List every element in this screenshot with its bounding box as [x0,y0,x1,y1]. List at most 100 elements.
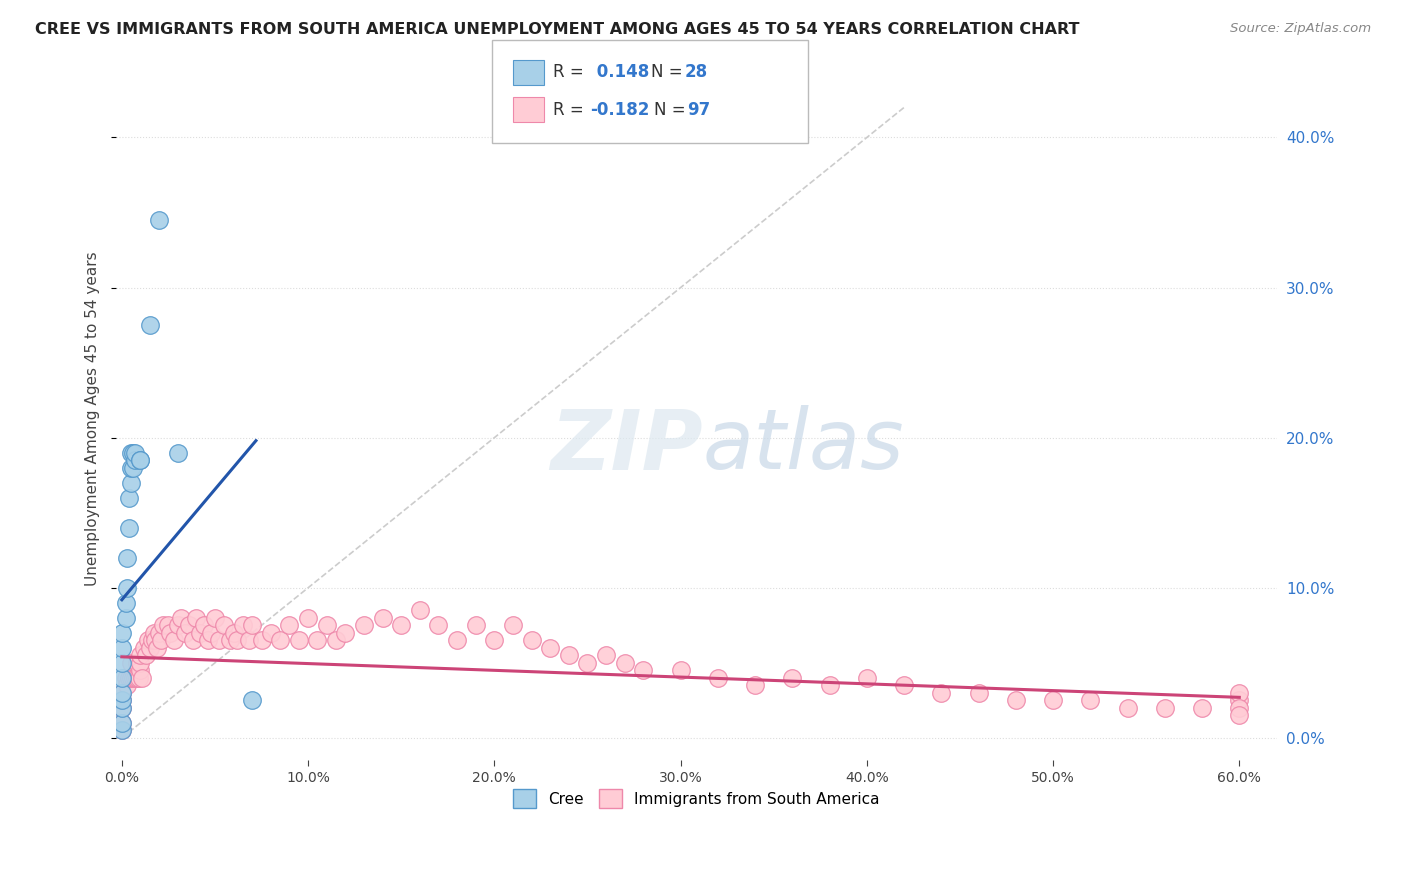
Point [118,521,141,535]
Point [129,663,152,677]
Point [136,633,159,648]
Point [1227,693,1250,707]
Point [129,648,152,663]
Point [1227,701,1250,715]
Legend: Cree, Immigrants from South America: Cree, Immigrants from South America [508,783,886,814]
Point [238,633,260,648]
Point [208,633,231,648]
Point [129,453,152,467]
Point [464,618,486,632]
Point [152,618,174,632]
Point [117,550,139,565]
Point [240,618,263,632]
Point [200,625,222,640]
Point [111,715,134,730]
Point [139,318,162,332]
Text: N =: N = [654,101,690,119]
Point [371,611,394,625]
Point [149,633,172,648]
Point [260,625,283,640]
Point [613,656,636,670]
Point [166,445,188,459]
Point [125,671,148,685]
Point [181,633,204,648]
Point [193,618,215,632]
Point [856,671,879,685]
Point [1116,701,1139,715]
Point [818,678,841,692]
Point [707,671,730,685]
Point [1227,686,1250,700]
Point [114,671,136,685]
Point [117,581,139,595]
Text: 97: 97 [688,101,711,119]
Point [307,633,329,648]
Point [278,618,301,632]
Point [128,671,150,685]
Point [409,603,432,617]
Point [1004,693,1026,707]
Point [250,633,273,648]
Point [1153,701,1175,715]
Point [111,671,134,685]
Point [389,618,412,632]
Point [120,460,142,475]
Point [120,475,142,490]
Point [157,618,180,632]
Text: N =: N = [651,63,688,81]
Point [125,656,148,670]
Point [129,453,152,467]
Y-axis label: Unemployment Among Ages 45 to 54 years: Unemployment Among Ages 45 to 54 years [86,252,100,586]
Point [114,611,136,625]
Point [159,625,181,640]
Point [111,686,134,700]
Point [174,625,197,640]
Point [188,625,211,640]
Text: CREE VS IMMIGRANTS FROM SOUTH AMERICA UNEMPLOYMENT AMONG AGES 45 TO 54 YEARS COR: CREE VS IMMIGRANTS FROM SOUTH AMERICA UN… [35,22,1080,37]
Point [111,656,134,670]
Point [446,633,468,648]
Point [135,648,157,663]
Point [122,445,145,459]
Point [520,633,543,648]
Point [269,633,291,648]
Point [1191,701,1213,715]
Point [288,633,311,648]
Point [120,445,142,459]
Point [1042,693,1064,707]
Point [325,633,347,648]
Point [353,618,375,632]
Point [111,715,134,730]
Point [145,633,167,648]
Point [240,693,263,707]
Point [120,656,142,670]
Point [558,648,581,663]
Point [929,686,952,700]
Point [170,611,193,625]
Point [146,640,169,655]
Point [222,625,245,640]
Point [118,671,141,685]
Point [120,671,142,685]
Point [139,640,162,655]
Point [111,723,134,738]
Point [335,625,357,640]
Point [166,618,188,632]
Point [111,686,134,700]
Text: -0.182: -0.182 [591,101,650,119]
Point [141,633,163,648]
Text: ZIP: ZIP [550,406,703,486]
Point [576,656,599,670]
Text: 28: 28 [685,63,707,81]
Point [118,491,141,505]
Point [122,671,145,685]
Point [111,693,134,707]
Text: R =: R = [553,101,589,119]
Point [204,611,226,625]
Point [177,618,200,632]
Point [1227,708,1250,723]
Point [186,611,208,625]
Point [967,686,990,700]
Point [315,618,337,632]
Point [214,618,236,632]
